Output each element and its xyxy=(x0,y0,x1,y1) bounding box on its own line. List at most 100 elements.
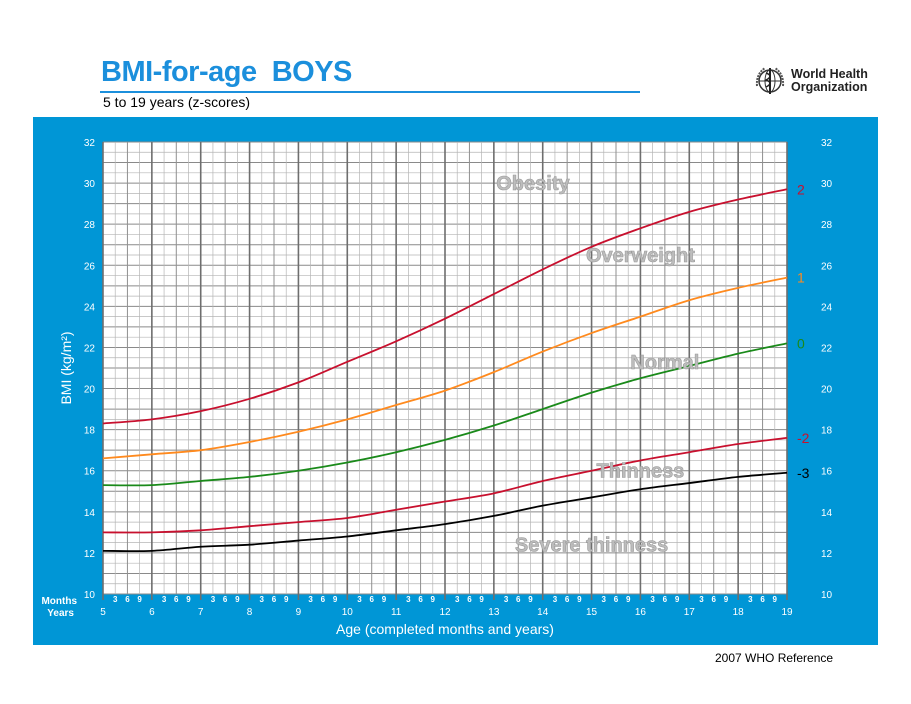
month-tick-label: 6 xyxy=(174,595,179,604)
month-tick-label: 6 xyxy=(663,595,668,604)
y-tick-label: 24 xyxy=(821,302,833,313)
org-name-line1: World Health xyxy=(791,67,868,81)
category-label: Thinness xyxy=(597,461,685,483)
month-tick-label: 9 xyxy=(479,595,484,604)
x-tick-label: 6 xyxy=(149,607,155,618)
y-tick-label: 18 xyxy=(821,426,833,437)
x-tick-label: 16 xyxy=(635,607,647,618)
month-tick-label: 6 xyxy=(223,595,228,604)
y-tick-label: 20 xyxy=(821,385,833,396)
month-tick-label: 9 xyxy=(577,595,582,604)
x-tick-label: 7 xyxy=(198,607,204,618)
y-tick-label: 12 xyxy=(84,549,96,560)
x-tick-label: 8 xyxy=(247,607,253,618)
month-tick-label: 3 xyxy=(699,595,704,604)
y-tick-label: 32 xyxy=(84,138,96,149)
zscore-curve-2 xyxy=(102,188,788,425)
x-tick-label: 18 xyxy=(733,607,745,618)
reference-note: 2007 WHO Reference xyxy=(715,651,834,665)
x-tick-label: 19 xyxy=(781,607,793,618)
month-tick-label: 6 xyxy=(321,595,326,604)
month-tick-label: 9 xyxy=(186,595,191,604)
month-tick-label: 3 xyxy=(357,595,362,604)
month-tick-label: 3 xyxy=(260,595,265,604)
month-tick-label: 6 xyxy=(565,595,570,604)
y-tick-label: 16 xyxy=(821,467,833,478)
month-tick-label: 9 xyxy=(626,595,631,604)
y-tick-label: 30 xyxy=(84,179,96,190)
zscore-curve-1 xyxy=(102,276,788,460)
y-tick-label: 22 xyxy=(84,343,96,354)
y-tick-label: 14 xyxy=(84,508,96,519)
y-tick-label: 28 xyxy=(84,220,96,231)
month-tick-label: 3 xyxy=(602,595,607,604)
zscore-curve-0 xyxy=(102,342,788,487)
month-tick-label: 9 xyxy=(773,595,778,604)
y-tick-label: 14 xyxy=(821,508,833,519)
month-tick-label: 3 xyxy=(553,595,558,604)
x-axis-label: Age (completed months and years) xyxy=(336,621,554,637)
chart-title: BMI-for-age BOYS xyxy=(101,56,352,88)
month-tick-label: 9 xyxy=(382,595,387,604)
category-label: Normal xyxy=(630,352,699,374)
zscore-label: 0 xyxy=(797,335,805,351)
zscore-label: 1 xyxy=(797,270,805,286)
month-tick-label: 9 xyxy=(724,595,729,604)
month-tick-label: 3 xyxy=(504,595,509,604)
years-label: Years xyxy=(47,608,74,619)
month-tick-label: 6 xyxy=(760,595,765,604)
month-tick-label: 9 xyxy=(235,595,240,604)
x-tick-label: 9 xyxy=(296,607,302,618)
curves: 2 1 0 -2 -3 xyxy=(102,181,810,553)
y-tick-label: 32 xyxy=(821,138,833,149)
month-tick-label: 6 xyxy=(516,595,521,604)
month-tick-label: 6 xyxy=(125,595,130,604)
month-tick-label: 6 xyxy=(711,595,716,604)
x-tick-label: 13 xyxy=(488,607,500,618)
x-tick-label: 14 xyxy=(537,607,549,618)
y-tick-label: 10 xyxy=(84,590,96,601)
y-tick-label: 10 xyxy=(821,590,833,601)
who-emblem-icon xyxy=(755,67,785,94)
y-tick-label: 30 xyxy=(821,179,833,190)
month-tick-label: 3 xyxy=(748,595,753,604)
month-tick-label: 9 xyxy=(137,595,142,604)
months-label: Months xyxy=(41,596,77,607)
y-tick-label: 12 xyxy=(821,549,833,560)
grid xyxy=(102,141,788,600)
month-tick-label: 9 xyxy=(284,595,289,604)
y-tick-label: 20 xyxy=(84,385,96,396)
y-tick-label: 24 xyxy=(84,302,96,313)
zscore-label: -2 xyxy=(797,430,810,446)
month-tick-label: 3 xyxy=(162,595,167,604)
month-tick-label: 3 xyxy=(211,595,216,604)
y-tick-label: 22 xyxy=(821,343,833,354)
y-axis-label: BMI (kg/m²) xyxy=(58,331,74,404)
category-label: Overweight xyxy=(586,245,695,267)
month-tick-label: 6 xyxy=(614,595,619,604)
month-tick-label: 9 xyxy=(528,595,533,604)
x-tick-label: 12 xyxy=(439,607,451,618)
y-tick-label: 28 xyxy=(821,220,833,231)
title-underline xyxy=(100,91,640,93)
month-tick-label: 3 xyxy=(308,595,313,604)
who-logo: World Health Organization xyxy=(753,64,868,98)
category-label: Severe thinness xyxy=(515,535,668,557)
category-labels: Obesity Overweight Normal Thinness Severe th… xyxy=(496,173,700,557)
x-tick-label: 11 xyxy=(391,607,402,618)
month-tick-label: 3 xyxy=(406,595,411,604)
month-tick-label: 9 xyxy=(333,595,338,604)
category-label: Obesity xyxy=(496,173,570,195)
org-name-line2: Organization xyxy=(791,80,868,94)
month-tick-label: 6 xyxy=(369,595,374,604)
month-tick-label: 9 xyxy=(431,595,436,604)
x-tick-label: 15 xyxy=(586,607,598,618)
y-tick-label: 16 xyxy=(84,467,96,478)
x-tick-label: 5 xyxy=(100,607,106,618)
zscore-curve--2 xyxy=(102,436,788,534)
month-tick-label: 6 xyxy=(272,595,277,604)
month-tick-label: 3 xyxy=(455,595,460,604)
y-tick-label: 26 xyxy=(84,261,96,272)
